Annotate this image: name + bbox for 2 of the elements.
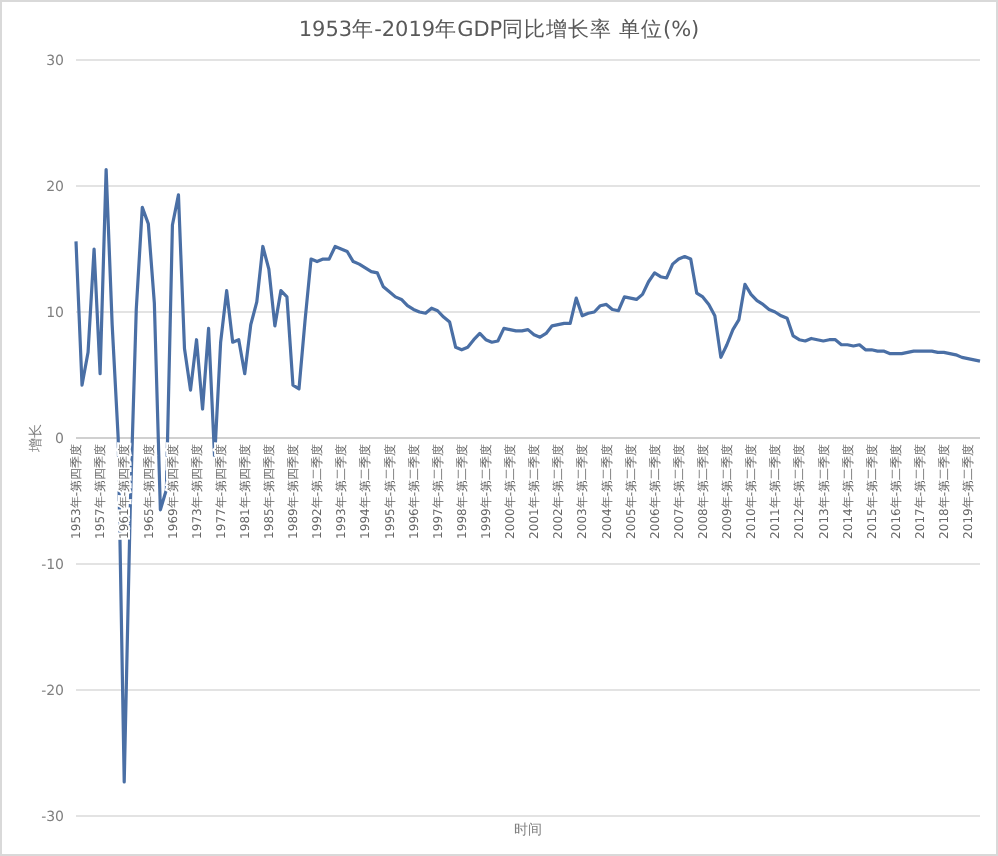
chart-title: 1953年-2019年GDP同比增长率 单位(%) <box>298 16 700 42</box>
line-series <box>74 168 982 784</box>
